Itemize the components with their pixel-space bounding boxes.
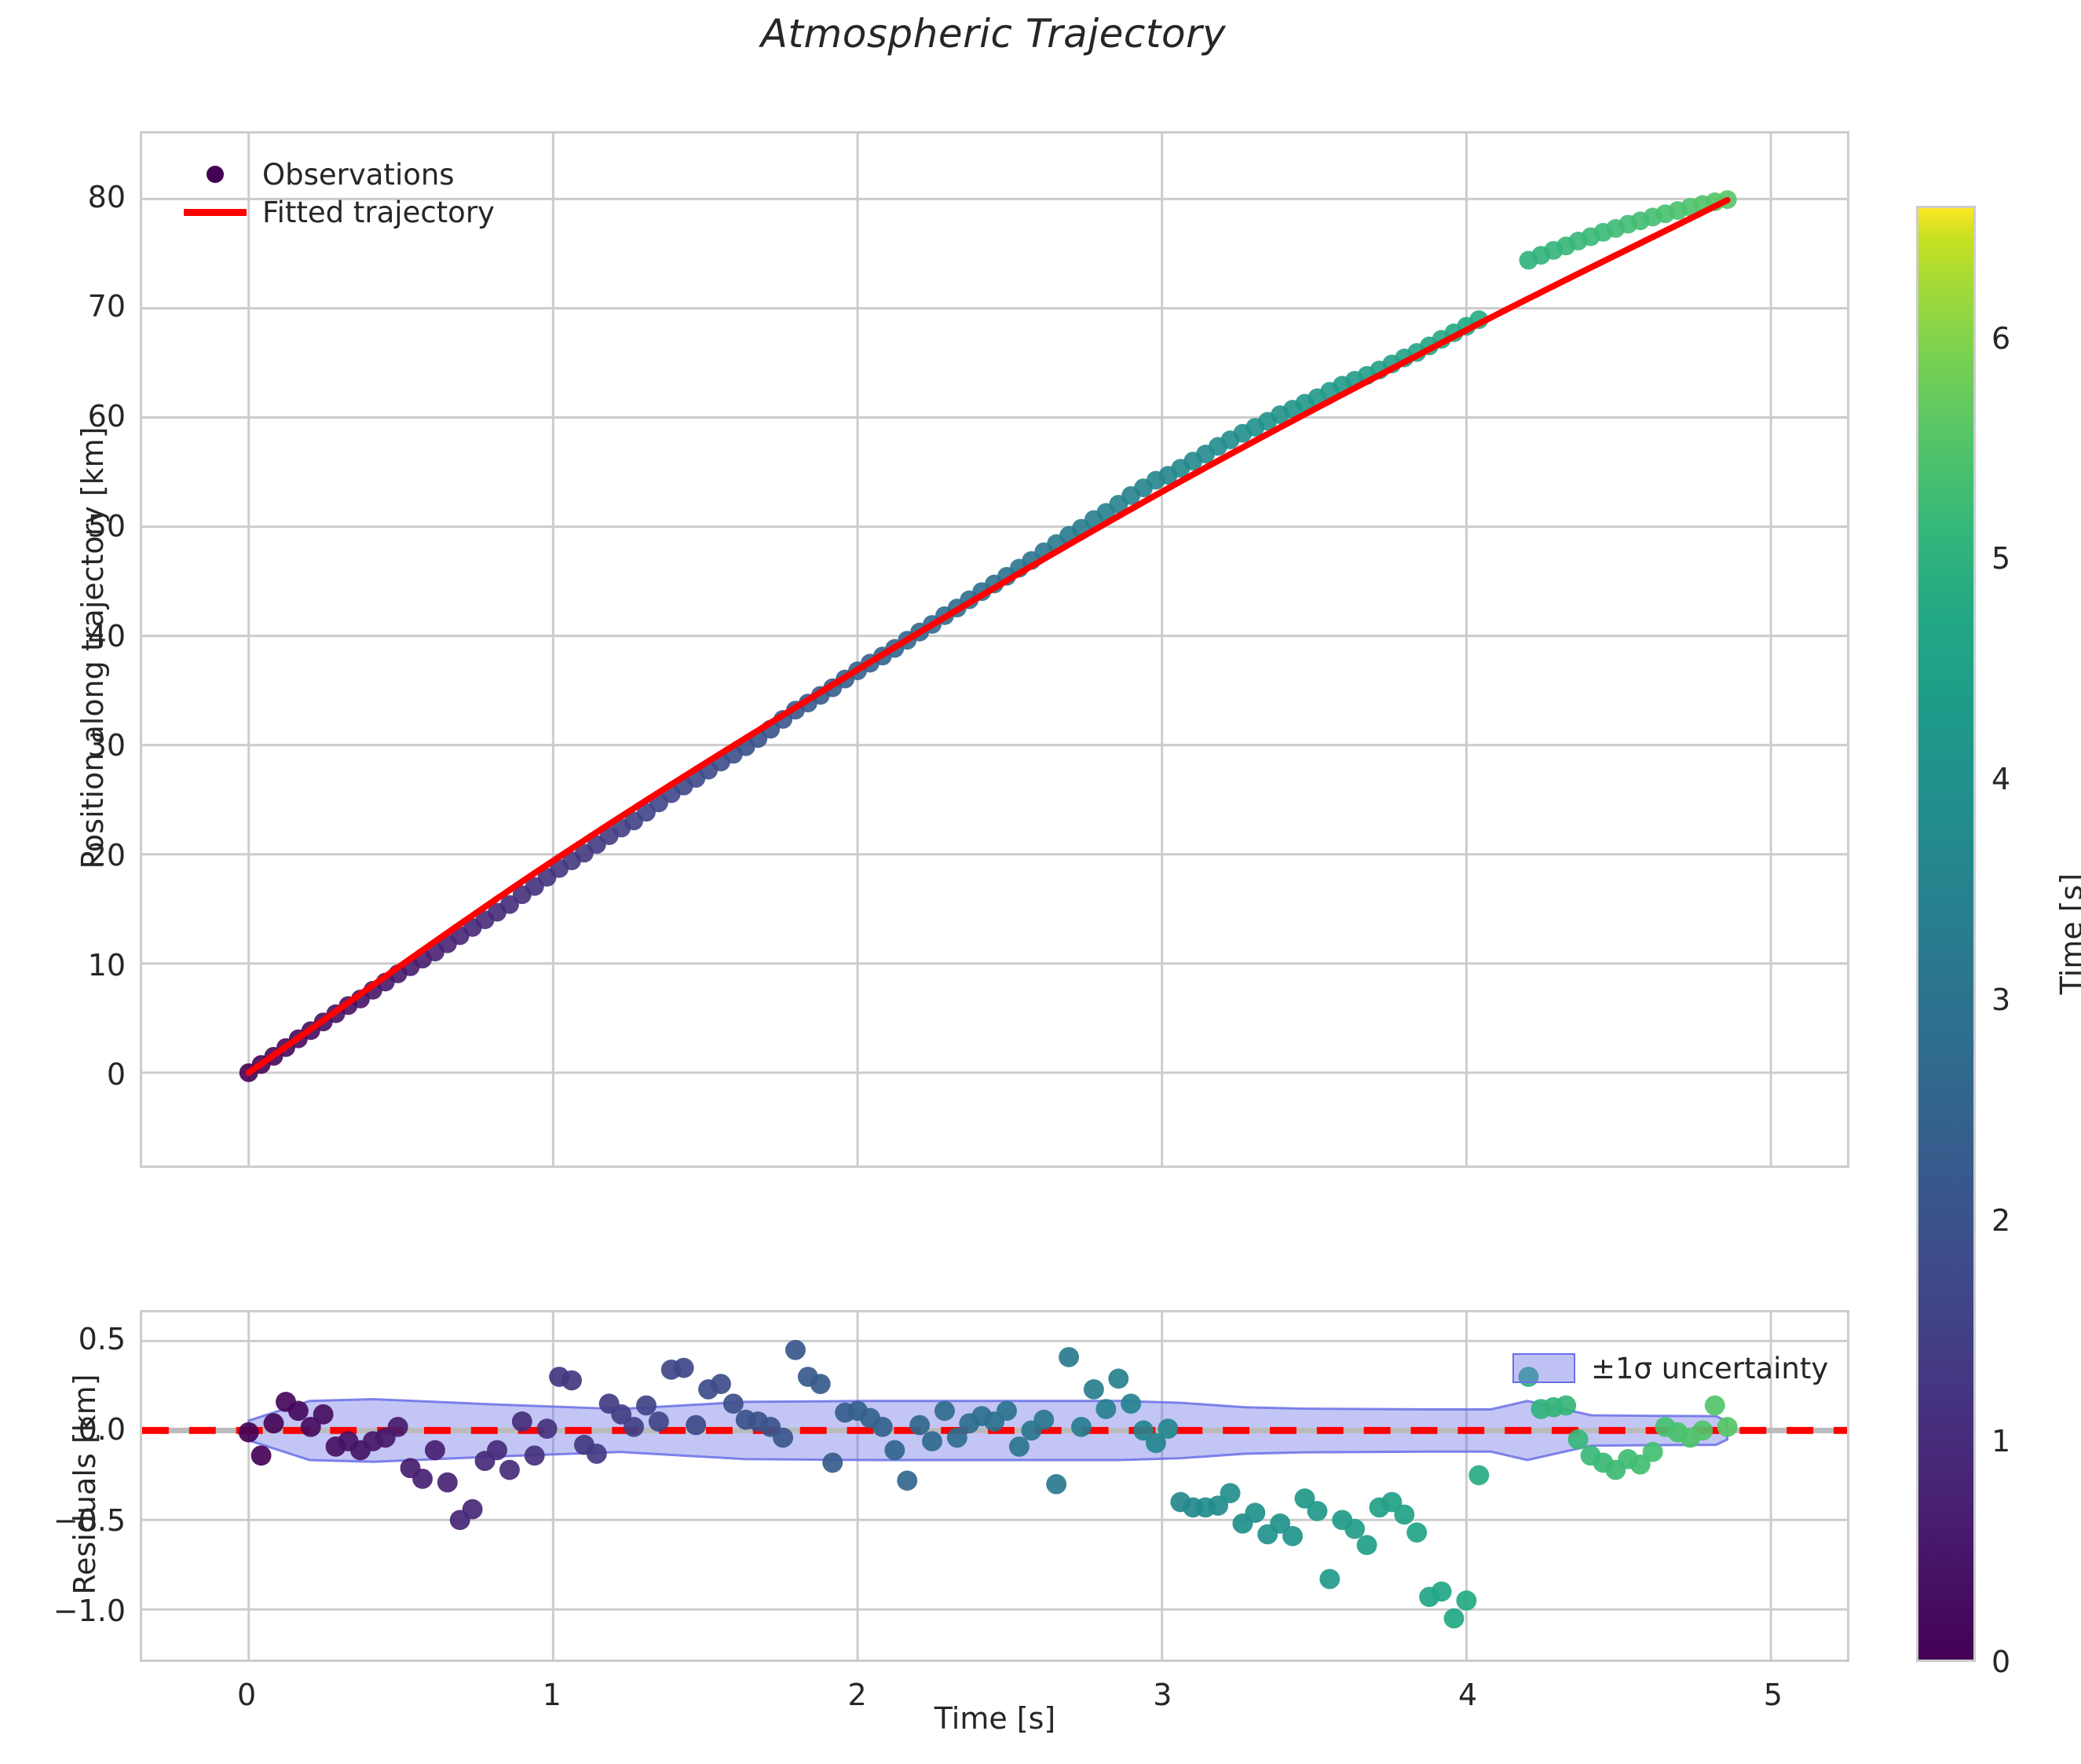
x-tick: 1 — [542, 1678, 561, 1712]
main-legend: Observations Fitted trajectory — [179, 156, 495, 231]
residuals-plot-canvas — [142, 1312, 1847, 1660]
residual-legend: ±1σ uncertainty — [1508, 1349, 1828, 1387]
legend-item-observations: Observations — [179, 156, 495, 193]
main-y-tick: 30 — [87, 728, 126, 763]
main-y-tick: 60 — [87, 399, 126, 434]
legend-label-fitted: Fitted trajectory — [262, 195, 495, 229]
residual-y-tick: 0.0 — [78, 1412, 126, 1447]
main-y-axis-label: Position along trajectory [km] — [75, 426, 110, 869]
page-title: Atmospheric Trajectory — [760, 11, 1227, 57]
colorbar-tick: 6 — [1991, 320, 2011, 356]
x-tick: 2 — [847, 1678, 867, 1712]
colorbar-tick: 3 — [1991, 983, 2011, 1018]
legend-label-uncertainty: ±1σ uncertainty — [1591, 1351, 1829, 1385]
colorbar-tick: 5 — [1991, 541, 2011, 576]
residual-y-tick: 0.5 — [78, 1321, 126, 1356]
residual-y-tick: −0.5 — [53, 1502, 126, 1538]
x-tick: 5 — [1763, 1678, 1783, 1712]
main-y-tick: 10 — [87, 947, 126, 983]
x-tick: 0 — [236, 1678, 257, 1712]
residual-y-tick: −1.0 — [53, 1594, 126, 1629]
colorbar-tick: 2 — [1991, 1203, 2011, 1239]
trajectory-plot-axes — [140, 131, 1849, 1168]
fitted-line-icon — [179, 208, 251, 216]
legend-item-fitted: Fitted trajectory — [179, 193, 495, 231]
main-y-tick: 0 — [106, 1057, 126, 1092]
residuals-plot-axes — [140, 1310, 1849, 1662]
uncertainty-band-swatch-icon — [1508, 1353, 1580, 1383]
x-tick: 4 — [1457, 1678, 1478, 1712]
main-y-tick: 40 — [87, 618, 126, 653]
colorbar-tick: 4 — [1991, 762, 2011, 797]
observations-marker-icon — [179, 166, 251, 183]
main-y-tick: 70 — [87, 289, 126, 324]
x-axis-label: Time [s] — [934, 1701, 1056, 1736]
x-tick: 3 — [1153, 1678, 1172, 1712]
main-y-tick: 20 — [87, 837, 126, 873]
main-y-tick: 50 — [87, 508, 126, 543]
residual-y-axis-label: Residuals [km] — [68, 1374, 102, 1595]
colorbar-tick: 1 — [1991, 1424, 2011, 1459]
legend-item-uncertainty-band: ±1σ uncertainty — [1508, 1349, 1828, 1387]
colorbar-gradient — [1916, 206, 1976, 1662]
legend-label-observations: Observations — [262, 157, 455, 192]
colorbar-axis-label: Time [s] — [2054, 873, 2081, 995]
colorbar-tick: 0 — [1991, 1645, 2011, 1679]
trajectory-plot-canvas — [142, 134, 1847, 1166]
main-y-tick: 80 — [87, 179, 126, 214]
